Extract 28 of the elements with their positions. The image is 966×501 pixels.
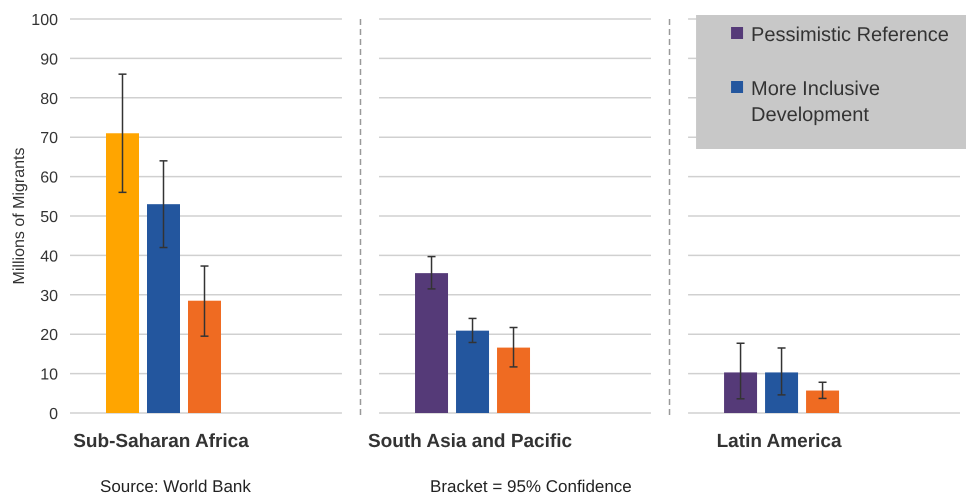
bar	[188, 300, 221, 413]
y-tick-label: 60	[40, 170, 58, 187]
y-tick-label: 100	[31, 12, 58, 29]
legend-label: Pessimistic Reference	[751, 24, 949, 46]
y-tick-label: 50	[40, 209, 58, 226]
y-axis-title: Millions of Migrants	[11, 148, 28, 284]
text: Bracket = 95% Confidence	[430, 477, 632, 496]
y-tick-label: 70	[40, 130, 58, 148]
y-tick-label: 80	[40, 90, 58, 108]
source-note: Source: World Bank	[100, 477, 252, 496]
x-tick-label: Sub-Saharan Africa	[73, 431, 250, 452]
bar	[415, 273, 448, 413]
bar	[497, 348, 530, 413]
legend-label: More Inclusive Development	[751, 78, 880, 126]
y-tick-label: 40	[40, 248, 58, 266]
y-tick-label: 10	[40, 366, 58, 384]
y-tick-label: 90	[40, 51, 58, 68]
bar	[106, 133, 139, 413]
y-tick-label: 30	[40, 288, 58, 305]
bar	[456, 330, 490, 413]
y-tick-label: 0	[49, 406, 58, 423]
y-tick-label: 20	[40, 327, 58, 344]
bar	[724, 372, 758, 413]
bar	[765, 372, 798, 413]
x-tick-label: Latin America	[716, 431, 842, 452]
bar	[806, 390, 840, 413]
x-tick-label: South Asia and Pacific	[368, 431, 573, 452]
bar	[147, 204, 180, 413]
